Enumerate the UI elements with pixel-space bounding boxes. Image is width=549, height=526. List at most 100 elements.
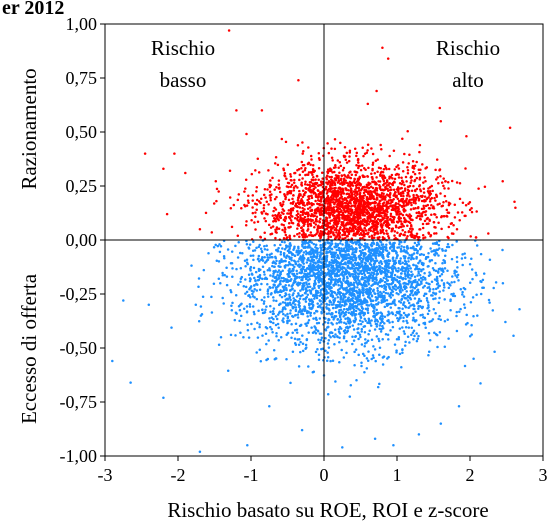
data-point [386,205,389,209]
data-point [331,200,335,204]
data-point [491,309,495,312]
data-point [310,209,314,212]
data-point [355,154,358,158]
data-point [430,250,433,253]
data-point [319,273,322,277]
data-point [289,219,293,222]
data-point [346,317,350,320]
data-point [443,319,447,323]
data-point [375,272,379,276]
data-point [287,284,291,287]
data-point [402,285,406,289]
data-point [324,198,327,201]
data-point [417,297,421,301]
data-point [184,171,187,175]
data-point [319,289,323,292]
data-point [342,356,346,359]
data-point [326,326,330,329]
data-point [428,320,431,324]
data-point [401,326,404,329]
data-point [312,317,315,320]
data-point [308,239,312,243]
data-point [277,276,281,280]
data-point [396,197,400,200]
data-point [414,189,417,193]
data-point [383,210,386,214]
data-point [465,135,468,138]
data-point [340,284,344,287]
data-point [376,385,380,389]
data-point [419,280,423,283]
data-point [286,331,290,335]
data-point [362,230,365,234]
data-point [302,211,306,214]
data-point [404,313,407,317]
data-point [277,179,281,182]
data-point [408,195,411,198]
data-point [345,151,349,155]
data-point [433,331,436,334]
data-point [218,250,222,254]
data-point [284,298,288,301]
data-point [492,286,495,290]
data-point [194,303,198,307]
data-point [289,209,293,212]
data-point [353,225,357,228]
data-point [381,216,384,220]
data-point [409,289,413,293]
data-point [372,356,375,359]
data-point [386,292,390,295]
data-point [268,317,271,320]
data-point [438,168,441,172]
data-point [253,327,256,331]
data-point [315,215,319,219]
data-point [301,261,304,264]
data-point [413,241,417,245]
data-point [373,312,376,315]
data-point [407,301,411,305]
data-point [297,260,300,263]
data-point [251,249,255,253]
data-point [293,217,297,220]
data-point [287,209,291,212]
data-point [306,227,310,231]
data-point [385,167,388,171]
data-point [342,247,346,251]
data-point [162,167,165,170]
data-point [378,281,382,284]
data-point [433,225,436,229]
data-point [362,294,365,297]
data-point [273,188,276,191]
data-point [397,173,400,176]
data-point [438,106,442,110]
data-point [280,258,283,261]
data-point [443,214,446,218]
data-point [291,315,295,318]
data-point [284,215,287,219]
data-point [345,161,349,164]
data-point [411,159,415,163]
data-point [372,303,375,307]
data-point [297,201,300,204]
data-point [297,220,301,223]
data-point [344,322,348,326]
data-point [256,336,260,339]
data-point [292,305,296,309]
data-point [365,197,369,201]
data-point [430,294,433,297]
data-point [411,253,414,257]
data-point [325,302,328,306]
data-point [380,170,383,174]
data-point [363,232,367,236]
data-point [360,302,363,306]
data-point [407,306,411,309]
data-point [349,383,353,387]
data-point [233,318,237,322]
data-point [391,256,395,259]
data-point [335,228,338,232]
data-point [338,336,341,340]
data-point [291,208,294,212]
data-point [361,286,364,290]
data-point [311,267,315,271]
data-point [368,228,371,231]
